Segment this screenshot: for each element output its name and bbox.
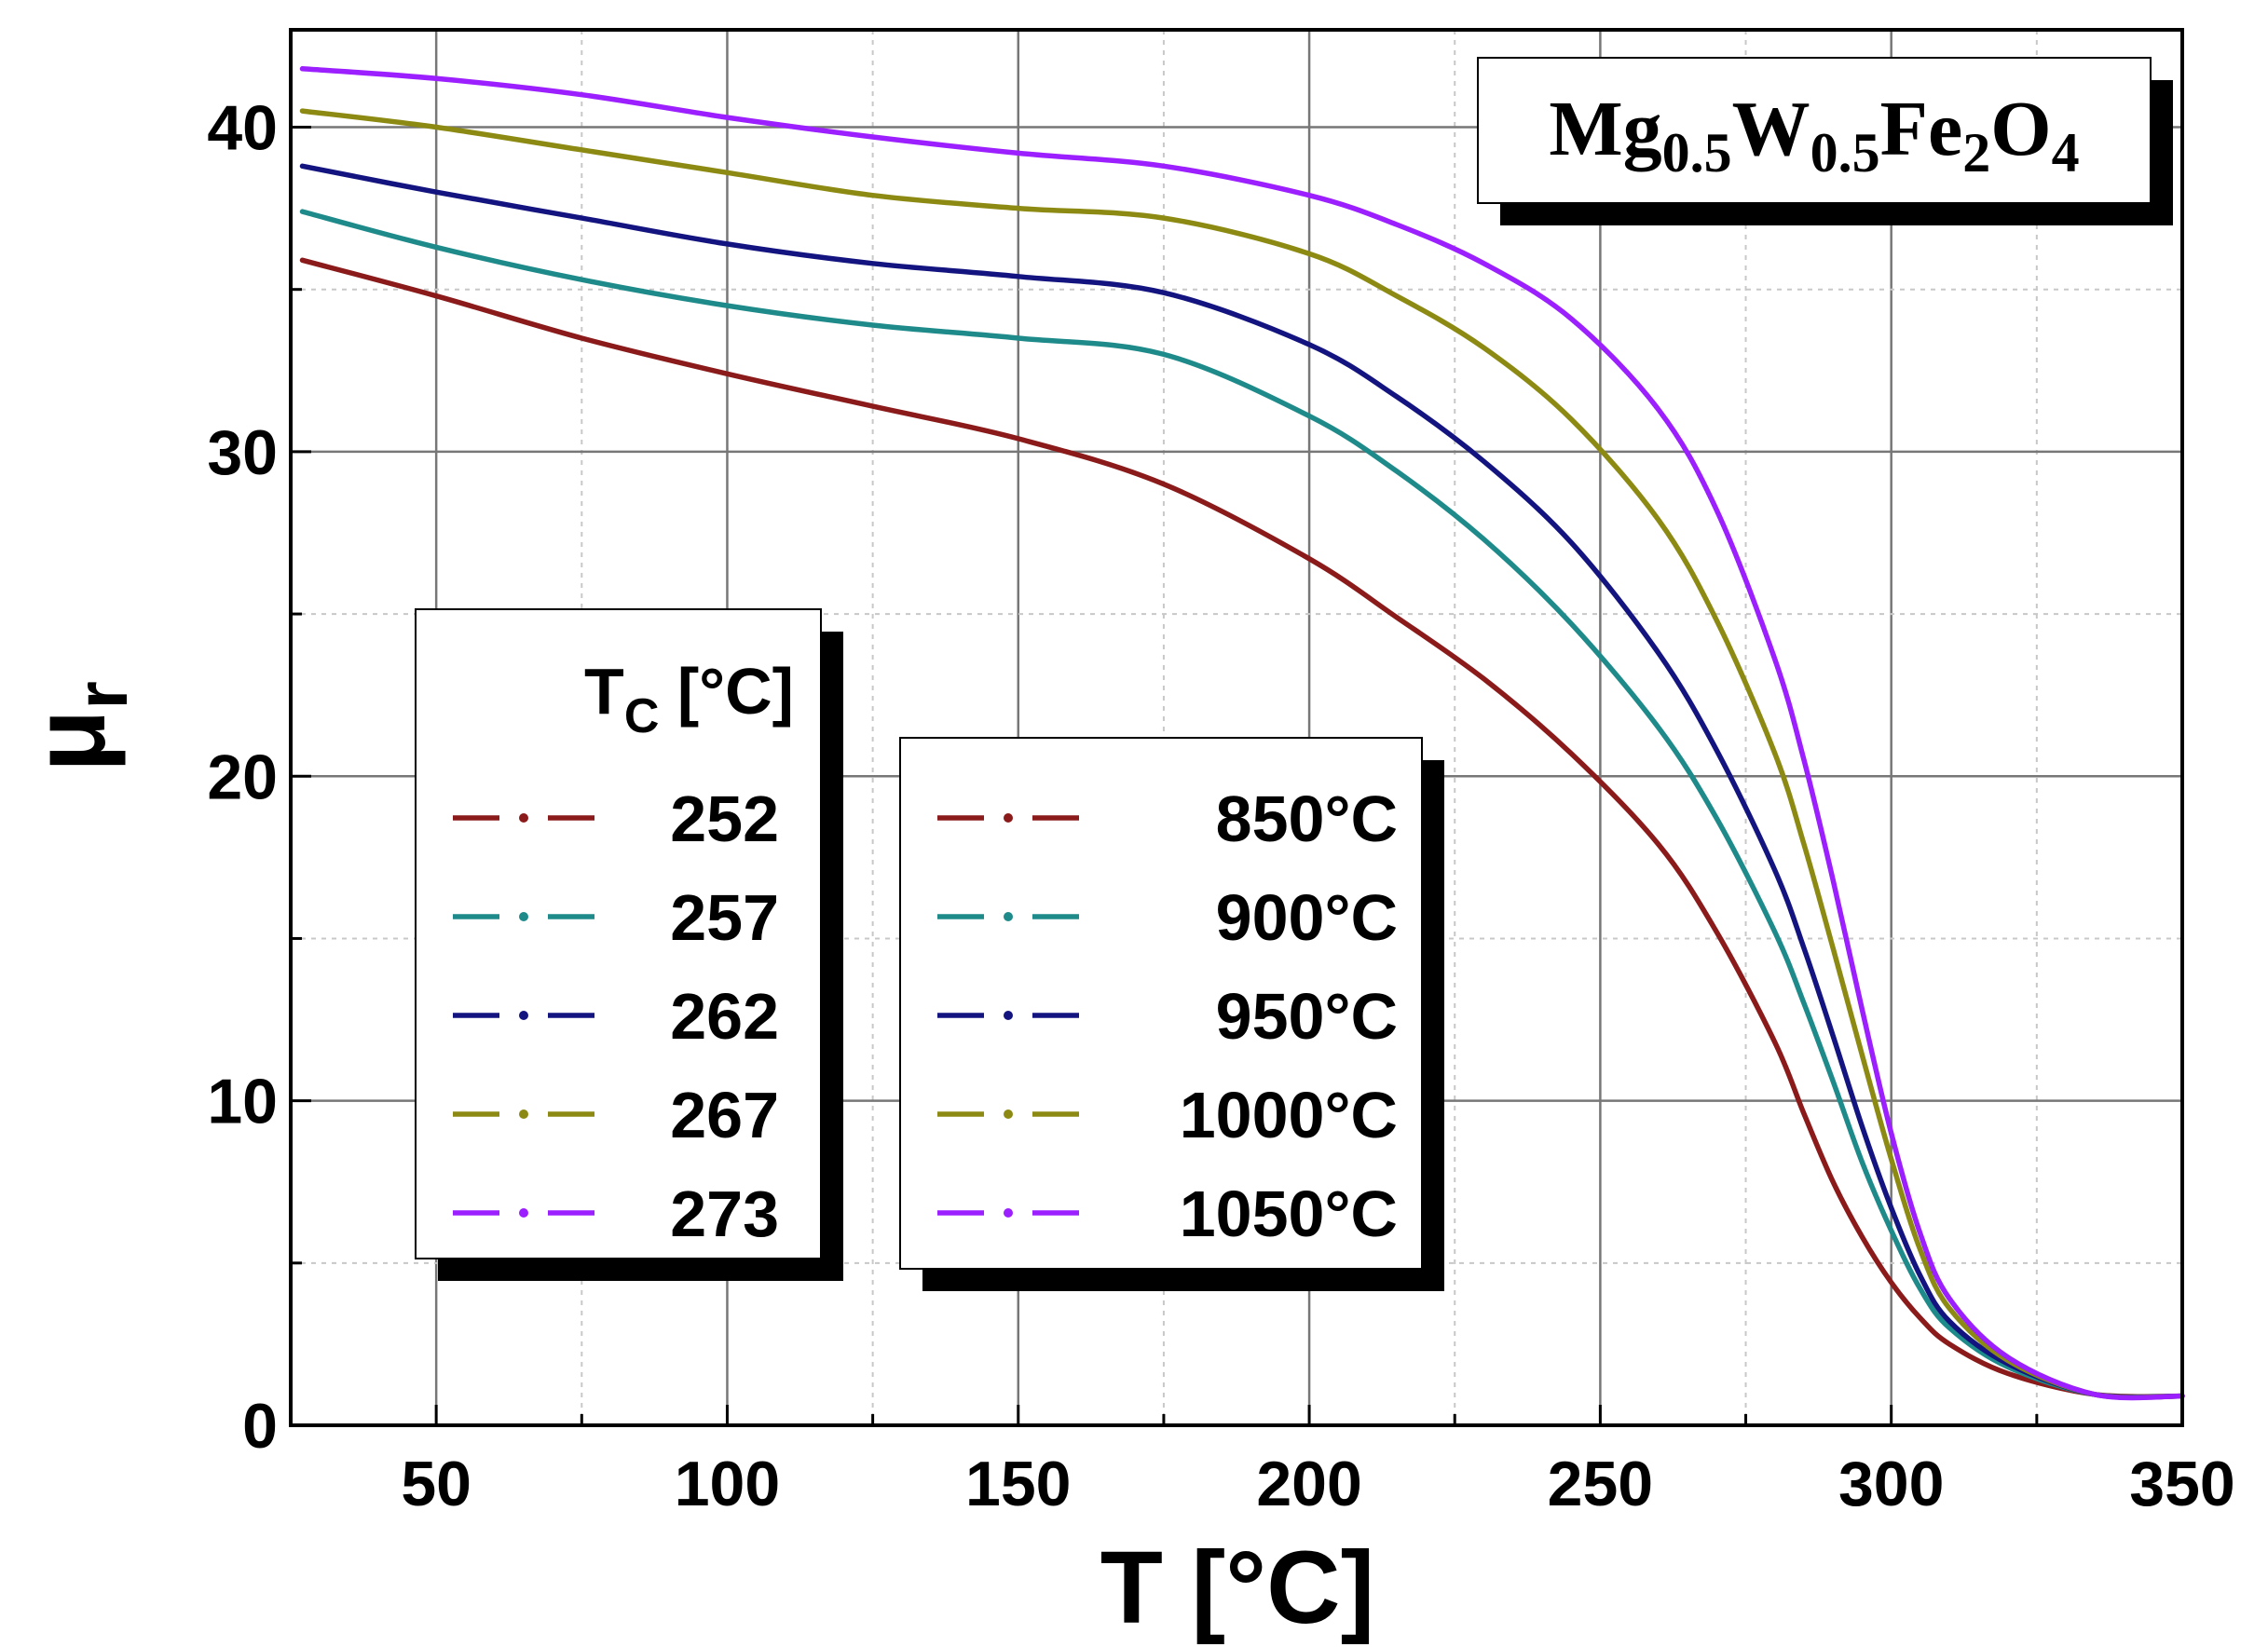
legend-sinter-entry: 950°C xyxy=(937,980,1398,1053)
y-tick-label: 40 xyxy=(207,93,278,164)
x-tick-label: 200 xyxy=(1256,1449,1361,1519)
legend-key-marker xyxy=(519,1011,528,1020)
legend-key-marker xyxy=(519,1109,528,1119)
legend-tc-entry: 252 xyxy=(453,783,779,855)
y-tick-label: 30 xyxy=(207,417,278,488)
legend-tc-label: 257 xyxy=(670,881,779,954)
x-tick-label: 300 xyxy=(1838,1449,1944,1519)
legend-sintering-temperature: 850°C 900°C 950°C 1000°C 1050°C xyxy=(899,737,1444,1291)
series-line-850 xyxy=(299,257,2185,1399)
composition-annotation: Mg0.5W0.5Fe2O4 xyxy=(1477,57,2173,225)
svg-text:μr: μr xyxy=(12,681,143,772)
legend-key-marker xyxy=(519,813,528,823)
legend-key-marker xyxy=(519,912,528,921)
y-axis-title-main: μ xyxy=(12,710,127,772)
legend-sinter-entry: 1050°C xyxy=(937,1177,1398,1250)
legend-sinter-label: 1000°C xyxy=(1180,1079,1398,1151)
legend-tc-entry: 257 xyxy=(453,881,779,954)
legend-tc-entry: 262 xyxy=(453,980,779,1053)
legend-tc-entry: 273 xyxy=(453,1177,779,1250)
y-tick-label: 20 xyxy=(207,742,278,812)
x-tick-label: 250 xyxy=(1548,1449,1653,1519)
legend-key-marker xyxy=(1004,1109,1013,1119)
annotation-box xyxy=(1477,57,2152,204)
legend-key-marker xyxy=(1004,1011,1013,1020)
composition-formula: Mg0.5W0.5Fe2O4 xyxy=(1549,86,2079,184)
x-axis-title: T [°C] xyxy=(1100,1531,1374,1645)
legend-tc-entry: 267 xyxy=(453,1079,779,1151)
legend-sinter-label: 900°C xyxy=(1216,881,1398,954)
legend-tc-label: 267 xyxy=(670,1079,779,1151)
legend-sinter-label: 1050°C xyxy=(1180,1177,1398,1250)
series-line-950 xyxy=(299,163,2185,1400)
legend-sinter-entry: 900°C xyxy=(937,881,1398,954)
legend-tc-label: 252 xyxy=(670,783,779,855)
tick-labels: 50 100 150 200 250 300 350 0 10 20 30 40 xyxy=(207,93,2234,1519)
legend-sinter-entry: 850°C xyxy=(937,783,1398,855)
legend-key-marker xyxy=(519,1208,528,1218)
series-line-900 xyxy=(299,209,2185,1400)
x-tick-label: 100 xyxy=(675,1449,780,1519)
legend-tc-label: 262 xyxy=(670,980,779,1053)
y-tick-label: 0 xyxy=(242,1391,278,1462)
legend-tc-label: 273 xyxy=(670,1177,779,1250)
legend-sinter-entry: 1000°C xyxy=(937,1079,1398,1151)
legend-key-marker xyxy=(1004,1208,1013,1218)
legend-sinter-label: 950°C xyxy=(1216,980,1398,1053)
legend-tc-title: TC [°C] xyxy=(584,655,794,743)
axis-ticks xyxy=(289,126,2184,1427)
legend-tc-box xyxy=(415,608,822,1259)
legend-key-marker xyxy=(1004,813,1013,823)
legend-curie-temperature: TC [°C] 252 257 262 267 273 xyxy=(415,608,843,1281)
series-line-1050 xyxy=(299,66,2185,1401)
y-tick-label: 10 xyxy=(207,1067,278,1137)
series-line-1000 xyxy=(299,108,2185,1400)
legend-sinter-label: 850°C xyxy=(1216,783,1398,855)
y-axis-title: μr xyxy=(12,681,143,772)
legend-key-marker xyxy=(1004,912,1013,921)
plot-frame xyxy=(289,28,2184,1427)
x-tick-label: 50 xyxy=(401,1449,471,1519)
x-tick-label: 150 xyxy=(965,1449,1071,1519)
x-tick-label: 350 xyxy=(2129,1449,2234,1519)
legend-sinter-box xyxy=(899,737,1423,1270)
series-layer xyxy=(299,66,2185,1401)
y-axis-title-sub: r xyxy=(61,681,143,709)
